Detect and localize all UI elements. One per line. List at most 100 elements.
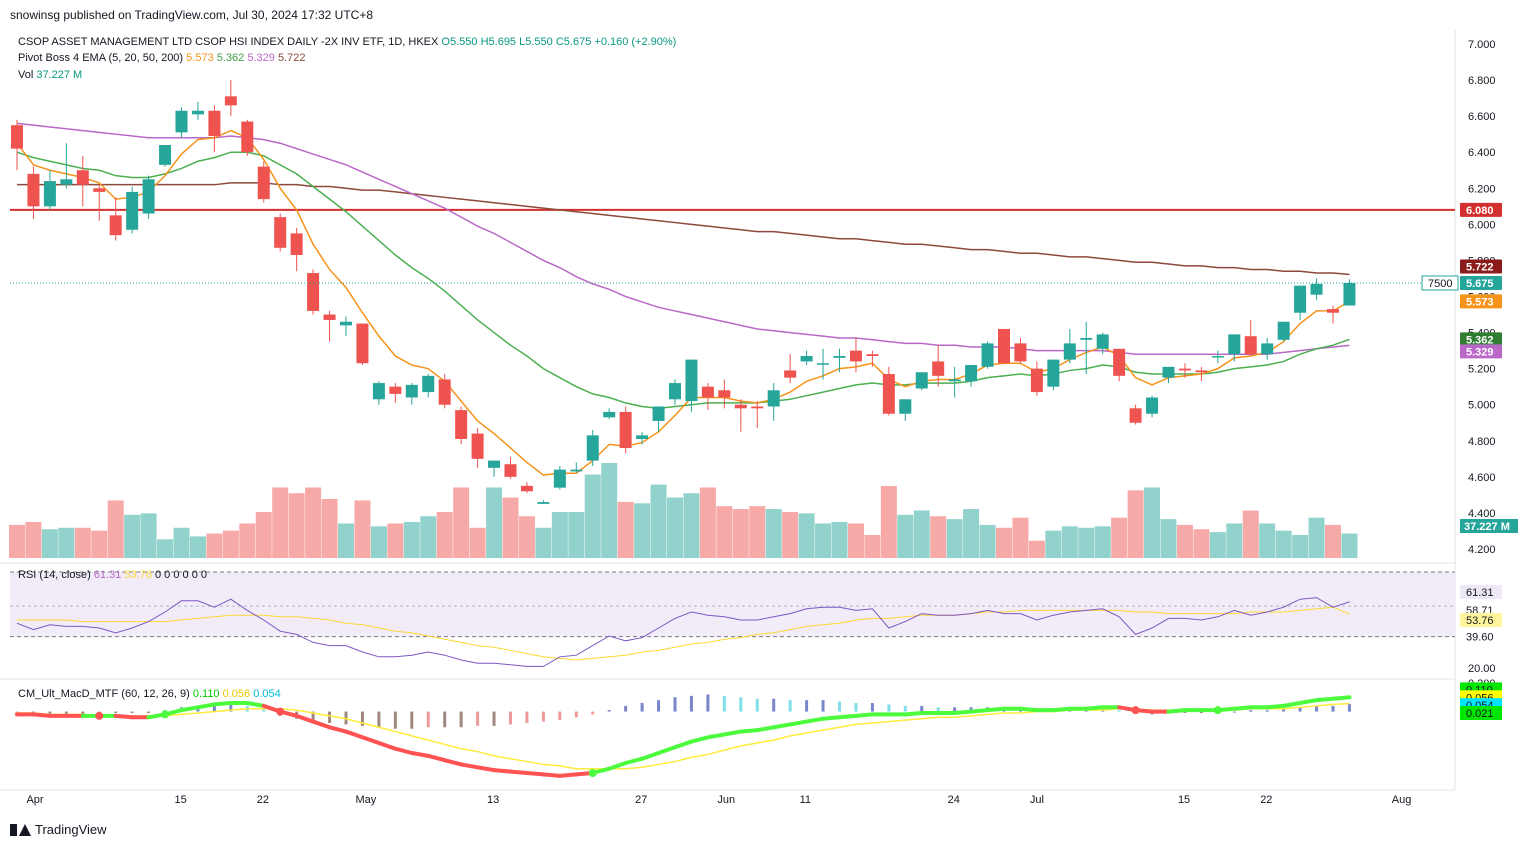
rsi-ma-value: 53.76 — [124, 569, 152, 581]
macd-line-segment — [771, 722, 793, 730]
volume-bar — [1275, 530, 1292, 558]
volume-bar — [765, 509, 782, 558]
tradingview-footer[interactable]: TradingView — [10, 822, 107, 837]
volume-bar — [321, 498, 338, 558]
macd-histogram-bar — [360, 711, 364, 726]
ema-legend[interactable]: Pivot Boss 4 EMA (5, 20, 50, 200) 5.573 … — [18, 52, 305, 64]
candle-body — [915, 372, 928, 389]
macd-line-segment — [623, 756, 645, 765]
rsi-scale-tag-text: 53.76 — [1466, 615, 1494, 627]
macd-histogram-bar — [1183, 711, 1187, 713]
candle-body — [833, 356, 846, 358]
candle-body — [1228, 334, 1241, 355]
macd-line-segment — [492, 768, 513, 774]
volume-bar — [1061, 526, 1078, 558]
price-tick-label: 7.000 — [1468, 39, 1496, 51]
volume-bar — [1127, 490, 1144, 558]
macd-histogram-bar — [1298, 707, 1302, 712]
ema20-value: 5.362 — [216, 52, 245, 64]
macd-histogram-bar — [706, 694, 710, 712]
macd-histogram-bar — [311, 711, 315, 722]
macd-line-segment — [1018, 706, 1039, 713]
symbol-legend: CSOP ASSET MANAGEMENT LTD CSOP HSI INDEX… — [18, 36, 676, 48]
macd-histogram-bar — [525, 711, 529, 723]
macd-line-segment — [179, 705, 200, 713]
macd-histogram-bar — [772, 698, 776, 712]
macd-line-segment — [837, 713, 858, 720]
volume-bar — [387, 523, 404, 558]
time-tick-label: 22 — [1260, 794, 1272, 806]
candle-body — [586, 435, 599, 461]
candle-body — [652, 406, 665, 421]
rsi-scale-tag — [1460, 629, 1502, 644]
price-tick-label: 4.800 — [1468, 436, 1496, 448]
macd-histogram-bar — [558, 711, 562, 721]
macd-line-segment — [344, 729, 365, 740]
candle-body — [1129, 408, 1142, 423]
volume-bar — [370, 526, 387, 558]
volume-bar — [732, 509, 749, 558]
candle-body — [274, 217, 287, 248]
volume-bar — [815, 523, 832, 558]
macd-cross-marker — [161, 710, 170, 719]
time-tick-label: 11 — [800, 794, 811, 806]
volume-bar — [601, 463, 618, 558]
volume-bar — [782, 511, 799, 558]
macd-label: CM_Ult_MacD_MTF (60, 12, 26, 9) — [18, 688, 190, 700]
volume-bar — [798, 513, 815, 558]
candle-body — [405, 384, 418, 398]
volume-bar — [58, 527, 75, 558]
open-value: O5.550 — [441, 36, 478, 48]
volume-bar — [864, 534, 881, 558]
candle-body — [553, 469, 566, 488]
macd-histogram-bar — [1117, 710, 1121, 712]
macd-line-segment — [1281, 701, 1303, 708]
price-tick-label: 6.800 — [1468, 75, 1496, 87]
volume-bar — [1094, 526, 1111, 558]
candle-body — [1327, 309, 1339, 313]
candle-body — [1096, 334, 1109, 349]
volume-bar — [255, 511, 272, 558]
macd-line-segment — [459, 762, 480, 770]
ema20-line — [16, 151, 1350, 410]
candle-body — [1080, 337, 1093, 340]
change-value: +0.160 (+2.90%) — [594, 36, 677, 48]
volume-bar — [403, 522, 420, 558]
candle-body — [849, 350, 862, 362]
price-tick-label: 4.200 — [1468, 544, 1496, 556]
macd-hist-value: 0.054 — [253, 688, 281, 700]
rsi-value: 61.31 — [93, 569, 122, 581]
volume-bar — [1226, 523, 1243, 558]
rsi-tick-label: 20.00 — [1468, 663, 1496, 675]
candle-body — [817, 363, 830, 365]
candle-body — [1277, 321, 1290, 340]
volume-bar — [9, 524, 25, 558]
candle-body — [636, 435, 649, 439]
ema5-line — [16, 129, 1350, 476]
macd-line-segment — [1314, 696, 1335, 703]
macd-line-segment — [393, 746, 414, 755]
time-tick-label: Jul — [1030, 794, 1044, 806]
macd-line-segment — [1331, 695, 1352, 701]
candle-body — [981, 343, 994, 367]
macd-histogram-bar — [1347, 703, 1351, 712]
volume-bar — [1308, 517, 1325, 558]
volume-bar — [847, 523, 864, 558]
volume-bar — [140, 513, 157, 558]
volume-bar — [1209, 532, 1226, 558]
time-tick-label: Aug — [1392, 794, 1412, 806]
price-scale-tag — [1460, 202, 1502, 217]
macd-histogram-bar — [48, 711, 52, 715]
macd-legend[interactable]: CM_Ult_MacD_MTF (60, 12, 26, 9) 0.110 0.… — [18, 688, 281, 700]
volume-legend[interactable]: Vol 37.227 M — [18, 69, 82, 81]
rsi-legend[interactable]: RSI (14, close) 61.31 53.76 0 0 0 0 0 0 — [18, 569, 207, 581]
symbol-name[interactable]: CSOP ASSET MANAGEMENT LTD CSOP HSI INDEX… — [18, 36, 439, 48]
macd-histogram-bar — [640, 703, 644, 712]
macd-line-segment — [1265, 703, 1286, 710]
candle-body — [340, 321, 352, 326]
high-value: H5.695 — [480, 36, 517, 48]
volume-bar — [1341, 533, 1358, 558]
macd-line-segment — [245, 701, 266, 708]
time-tick-label: 22 — [257, 794, 269, 806]
